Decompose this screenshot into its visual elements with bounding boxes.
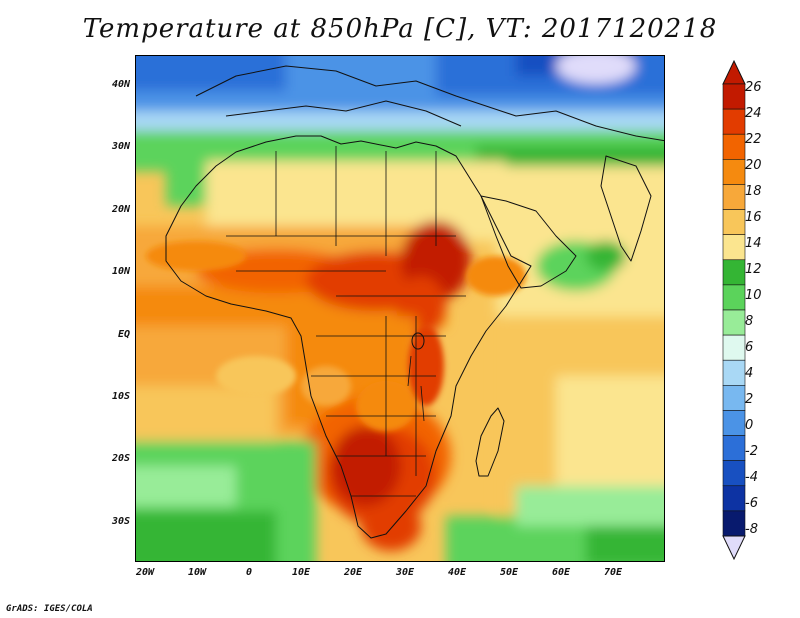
colorbar-segment bbox=[722, 234, 746, 261]
grads-credit: GrADS: IGES/COLA bbox=[6, 604, 93, 614]
colorbar-label-12: 12 bbox=[745, 262, 762, 277]
colorbar-label-0: 0 bbox=[745, 418, 754, 433]
colorbar-segment bbox=[722, 159, 746, 185]
lon-label-40e: 40E bbox=[447, 567, 467, 578]
coastlines bbox=[165, 65, 664, 539]
colorbar-label-neg2: -2 bbox=[745, 444, 758, 459]
colorbar-segment bbox=[722, 435, 746, 461]
lon-label-10w: 10W bbox=[187, 567, 207, 578]
colorbar-segment bbox=[722, 485, 746, 512]
colorbar-segment bbox=[722, 209, 746, 235]
colorbar-label-neg4: -4 bbox=[745, 470, 758, 485]
arabia-coastline bbox=[480, 195, 577, 289]
lat-label-30n: 30N bbox=[111, 141, 130, 152]
colorbar-segment bbox=[722, 108, 746, 135]
colorbar bbox=[722, 60, 746, 560]
lon-label-30e: 30E bbox=[395, 567, 415, 578]
lat-label-40n: 40N bbox=[111, 79, 130, 90]
lat-label-20n: 20N bbox=[111, 204, 130, 215]
colorbar-label-26: 26 bbox=[745, 80, 762, 95]
colorbar-label-neg6: -6 bbox=[745, 496, 758, 511]
colorbar-label-24: 24 bbox=[745, 106, 762, 121]
country-borders bbox=[226, 146, 466, 497]
lat-label-30s: 30S bbox=[111, 516, 130, 527]
lon-label-10e: 10E bbox=[291, 567, 311, 578]
colorbar-segment bbox=[722, 309, 746, 336]
lon-label-0: 0 bbox=[245, 567, 253, 578]
colorbar-label-18: 18 bbox=[745, 184, 762, 199]
colorbar-label-6: 6 bbox=[745, 340, 754, 355]
colorbar-segment bbox=[722, 184, 746, 210]
colorbar-label-neg8: -8 bbox=[745, 522, 758, 537]
africa-coastline bbox=[165, 135, 532, 539]
lat-label-10n: 10N bbox=[111, 266, 130, 277]
colorbar-label-20: 20 bbox=[745, 158, 762, 173]
colorbar-segment bbox=[722, 385, 746, 411]
colorbar-label-14: 14 bbox=[745, 236, 762, 251]
europe-coastline bbox=[195, 65, 664, 142]
lake-victoria bbox=[411, 332, 425, 350]
colorbar-label-4: 4 bbox=[745, 366, 754, 381]
colorbar-segment bbox=[722, 83, 746, 110]
colorbar-segment bbox=[722, 259, 746, 286]
colorbar-segment bbox=[722, 133, 746, 160]
colorbar-segment bbox=[722, 334, 746, 361]
lat-label-eq: EQ bbox=[117, 329, 130, 340]
temperature-field bbox=[136, 56, 664, 561]
madagascar-coastline bbox=[475, 407, 505, 477]
colorbar-segment bbox=[722, 410, 746, 436]
temperature-shading bbox=[136, 56, 664, 561]
colorbar-segment bbox=[722, 359, 746, 386]
colorbar-label-2: 2 bbox=[745, 392, 754, 407]
lat-label-10s: 10S bbox=[111, 391, 130, 402]
rift-lakes bbox=[407, 355, 425, 422]
lon-label-20w: 20W bbox=[135, 567, 155, 578]
lon-label-60e: 60E bbox=[551, 567, 571, 578]
colorbar-label-16: 16 bbox=[745, 210, 762, 225]
colorbar-top-arrow bbox=[722, 60, 746, 85]
colorbar-label-10: 10 bbox=[745, 288, 762, 303]
lat-label-20s: 20S bbox=[111, 453, 130, 464]
colorbar-segment bbox=[722, 460, 746, 487]
lon-label-20e: 20E bbox=[343, 567, 363, 578]
temperature-map bbox=[135, 55, 665, 562]
colorbar-segment bbox=[722, 284, 746, 311]
colorbar-segment bbox=[722, 510, 746, 537]
lon-label-70e: 70E bbox=[603, 567, 623, 578]
lon-label-50e: 50E bbox=[499, 567, 519, 578]
mediterranean-north bbox=[225, 100, 462, 127]
colorbar-label-8: 8 bbox=[745, 314, 754, 329]
chart-title: Temperature at 850hPa [C], VT: 201712021… bbox=[82, 14, 718, 44]
colorbar-label-22: 22 bbox=[745, 132, 762, 147]
india-coastline bbox=[600, 155, 652, 262]
colorbar-bottom-arrow bbox=[722, 535, 746, 560]
